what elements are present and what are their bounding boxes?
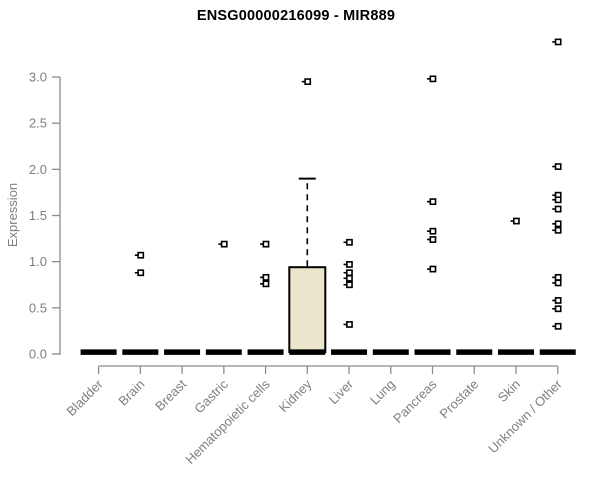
y-axis-tick-label: 2.5 — [29, 116, 47, 131]
x-axis-category-label: Unknown / Other — [485, 376, 565, 456]
data-point-marker — [554, 273, 562, 281]
box — [288, 266, 327, 354]
data-point-marker — [346, 269, 353, 277]
data-point-marker — [262, 240, 270, 248]
data-point-marker — [554, 220, 562, 228]
x-axis-category-label: Prostate — [437, 377, 482, 422]
data-point-marker — [554, 226, 562, 234]
data-point-marker — [554, 279, 562, 287]
data-point-marker — [554, 305, 562, 313]
data-point-marker — [554, 38, 562, 46]
data-point-marker — [554, 322, 562, 330]
data-point-marker — [346, 274, 353, 282]
x-axis-category-label: Pancreas — [390, 376, 440, 426]
x-axis-category-label: Skin — [495, 377, 523, 405]
data-point-marker — [429, 75, 437, 83]
y-axis-tick-label: 3.0 — [29, 70, 47, 85]
data-point-marker — [137, 269, 145, 277]
data-point-marker — [429, 236, 437, 243]
y-axis-tick-label: 0.0 — [29, 347, 47, 362]
data-point-marker — [554, 163, 562, 170]
y-axis-tick-label: 1.5 — [29, 208, 47, 223]
data-point-marker — [220, 240, 228, 248]
y-axis-tick-label: 0.5 — [29, 300, 47, 315]
chart-title: ENSG00000216099 - MIR889 — [196, 8, 396, 24]
data-point-marker — [429, 265, 437, 273]
x-axis-category-label: Lung — [367, 377, 398, 408]
x-axis-category-label: Gastric — [191, 376, 231, 416]
x-axis-category-label: Breast — [152, 376, 189, 413]
data-point-marker — [137, 251, 145, 259]
y-axis-tick-label: 2.0 — [29, 162, 47, 177]
data-point-marker — [262, 280, 270, 288]
data-point-marker — [429, 198, 437, 206]
data-point-marker — [346, 238, 353, 246]
x-axis-category-label: Kidney — [276, 376, 315, 415]
y-axis-tick-label: 1.0 — [29, 254, 47, 269]
data-point-marker — [346, 261, 353, 268]
data-point-marker — [554, 205, 562, 213]
x-axis-category-label: Brain — [115, 377, 147, 409]
data-point-marker — [554, 196, 562, 204]
data-point-marker — [512, 217, 520, 225]
data-point-marker — [346, 321, 353, 328]
x-axis-category-label: Bladder — [63, 376, 106, 419]
x-axis-category-label: Liver — [326, 376, 357, 407]
data-point-marker — [262, 273, 270, 281]
data-point-marker — [346, 281, 353, 289]
data-point-marker — [304, 78, 312, 86]
data-point-marker — [554, 297, 562, 304]
data-point-marker — [429, 227, 437, 235]
